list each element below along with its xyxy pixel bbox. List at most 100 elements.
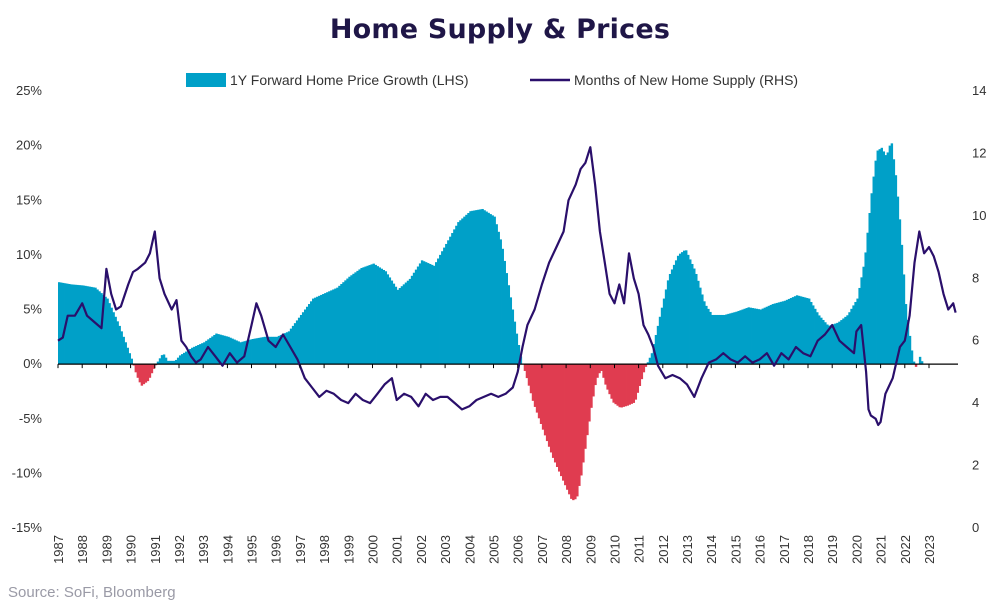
price-growth-bar-30 bbox=[118, 325, 121, 365]
price-growth-bar-315 bbox=[695, 273, 698, 365]
price-growth-bar-421 bbox=[908, 335, 912, 365]
price-growth-bar-134 bbox=[328, 291, 331, 365]
price-growth-bar-422 bbox=[910, 350, 914, 365]
price-growth-bar-270 bbox=[604, 364, 607, 385]
price-growth-bar-339 bbox=[743, 308, 746, 365]
price-growth-bar-239 bbox=[541, 364, 545, 430]
x-tick-label: 2003 bbox=[438, 535, 453, 564]
price-growth-bar-337 bbox=[739, 310, 742, 365]
price-growth-bar-288 bbox=[640, 364, 644, 380]
price-growth-bar-111 bbox=[281, 334, 285, 365]
price-growth-bar-44 bbox=[146, 364, 150, 382]
price-growth-bar-28 bbox=[114, 316, 117, 365]
price-growth-bar-258 bbox=[580, 364, 583, 476]
price-growth-bar-265 bbox=[594, 364, 597, 386]
price-growth-bar-123 bbox=[305, 306, 309, 365]
price-growth-bar-7 bbox=[72, 284, 75, 365]
price-growth-bar-343 bbox=[751, 308, 754, 365]
price-growth-bar-408 bbox=[882, 151, 886, 365]
price-growth-bar-143 bbox=[346, 278, 349, 365]
price-growth-bar-165 bbox=[390, 280, 394, 365]
price-growth-bar-162 bbox=[384, 271, 388, 365]
price-growth-bar-164 bbox=[388, 277, 392, 365]
price-growth-bar-352 bbox=[769, 304, 773, 365]
price-growth-bar-173 bbox=[406, 280, 410, 365]
price-growth-bar-130 bbox=[320, 294, 323, 365]
price-growth-bar-318 bbox=[701, 294, 704, 365]
price-growth-bar-16 bbox=[90, 286, 93, 365]
price-growth-bar-109 bbox=[277, 335, 281, 365]
price-growth-bar-335 bbox=[735, 311, 738, 365]
price-growth-bar-142 bbox=[344, 280, 347, 365]
price-growth-bar-358 bbox=[781, 301, 785, 365]
price-growth-bar-277 bbox=[618, 364, 621, 408]
right-tick-label: 0 bbox=[972, 520, 979, 535]
price-growth-bar-406 bbox=[878, 149, 881, 365]
price-growth-bar-93 bbox=[245, 340, 248, 365]
price-growth-bar-121 bbox=[301, 312, 305, 365]
x-tick-label: 2006 bbox=[511, 535, 526, 564]
price-growth-bar-104 bbox=[267, 336, 271, 365]
price-growth-bar-357 bbox=[779, 301, 783, 365]
price-growth-bar-397 bbox=[860, 277, 863, 365]
price-growth-bar-183 bbox=[426, 263, 430, 365]
price-growth-bar-354 bbox=[773, 303, 777, 365]
price-growth-bar-241 bbox=[545, 364, 549, 442]
price-growth-bar-388 bbox=[842, 318, 845, 365]
price-growth-bar-185 bbox=[430, 264, 434, 365]
price-growth-bar-424 bbox=[914, 364, 918, 367]
price-growth-bar-232 bbox=[527, 364, 531, 386]
price-growth-bar-404 bbox=[874, 160, 877, 365]
price-growth-bar-283 bbox=[630, 364, 633, 404]
price-growth-bar-286 bbox=[636, 364, 640, 393]
price-growth-bar-365 bbox=[795, 295, 799, 365]
price-growth-bar-373 bbox=[812, 305, 815, 365]
price-growth-bar-363 bbox=[791, 297, 795, 365]
price-growth-bar-133 bbox=[326, 292, 329, 365]
price-growth-bar-308 bbox=[680, 252, 684, 365]
left-tick-label: 15% bbox=[16, 192, 42, 207]
price-growth-bar-344 bbox=[753, 308, 756, 365]
price-growth-bar-306 bbox=[676, 255, 680, 365]
x-tick-label: 2022 bbox=[898, 535, 913, 564]
price-growth-bar-367 bbox=[799, 296, 803, 365]
price-growth-bar-284 bbox=[632, 364, 636, 403]
price-growth-bar-316 bbox=[697, 280, 700, 365]
price-growth-bar-52 bbox=[162, 354, 166, 365]
price-growth-bar-346 bbox=[757, 309, 761, 365]
price-growth-bar-425 bbox=[918, 356, 922, 365]
right-axis-ticks: 0 2 4 6 8 10 12 14 bbox=[972, 83, 986, 535]
price-growth-bar-42 bbox=[142, 364, 146, 385]
price-growth-bar-287 bbox=[638, 364, 642, 386]
x-tick-label: 2009 bbox=[583, 535, 598, 564]
price-growth-bar-369 bbox=[803, 297, 807, 365]
price-growth-bar-205 bbox=[471, 210, 474, 365]
price-growth-bar-157 bbox=[374, 264, 377, 365]
price-growth-bar-313 bbox=[691, 263, 694, 365]
price-growth-bar-217 bbox=[495, 224, 498, 365]
price-growth-bar-327 bbox=[719, 314, 722, 365]
price-growth-bar-221 bbox=[503, 260, 506, 365]
price-growth-bar-340 bbox=[745, 308, 748, 365]
left-tick-label: 5% bbox=[23, 302, 42, 317]
price-growth-bar-227 bbox=[515, 333, 519, 365]
price-growth-bar-418 bbox=[902, 274, 906, 365]
price-growth-bar-135 bbox=[330, 290, 333, 365]
price-growth-bar-108 bbox=[275, 336, 279, 365]
price-growth-bar-256 bbox=[576, 364, 579, 497]
price-growth-bar-14 bbox=[86, 286, 89, 365]
price-growth-bar-336 bbox=[737, 310, 740, 365]
price-growth-bar-261 bbox=[586, 364, 589, 436]
price-growth-bar-252 bbox=[568, 364, 571, 495]
price-growth-bar-291 bbox=[646, 362, 650, 365]
price-growth-bar-326 bbox=[717, 314, 720, 365]
price-growth-bar-124 bbox=[308, 304, 311, 365]
x-tick-label: 2002 bbox=[414, 535, 429, 564]
price-growth-bar-412 bbox=[890, 143, 894, 365]
price-growth-bar-348 bbox=[761, 308, 765, 365]
legend-label-price-growth: 1Y Forward Home Price Growth (LHS) bbox=[230, 72, 469, 88]
price-growth-bar-100 bbox=[259, 337, 263, 365]
legend: 1Y Forward Home Price Growth (LHS) Month… bbox=[186, 72, 798, 88]
price-growth-bar-297 bbox=[658, 316, 662, 365]
price-growth-bar-141 bbox=[342, 282, 345, 365]
